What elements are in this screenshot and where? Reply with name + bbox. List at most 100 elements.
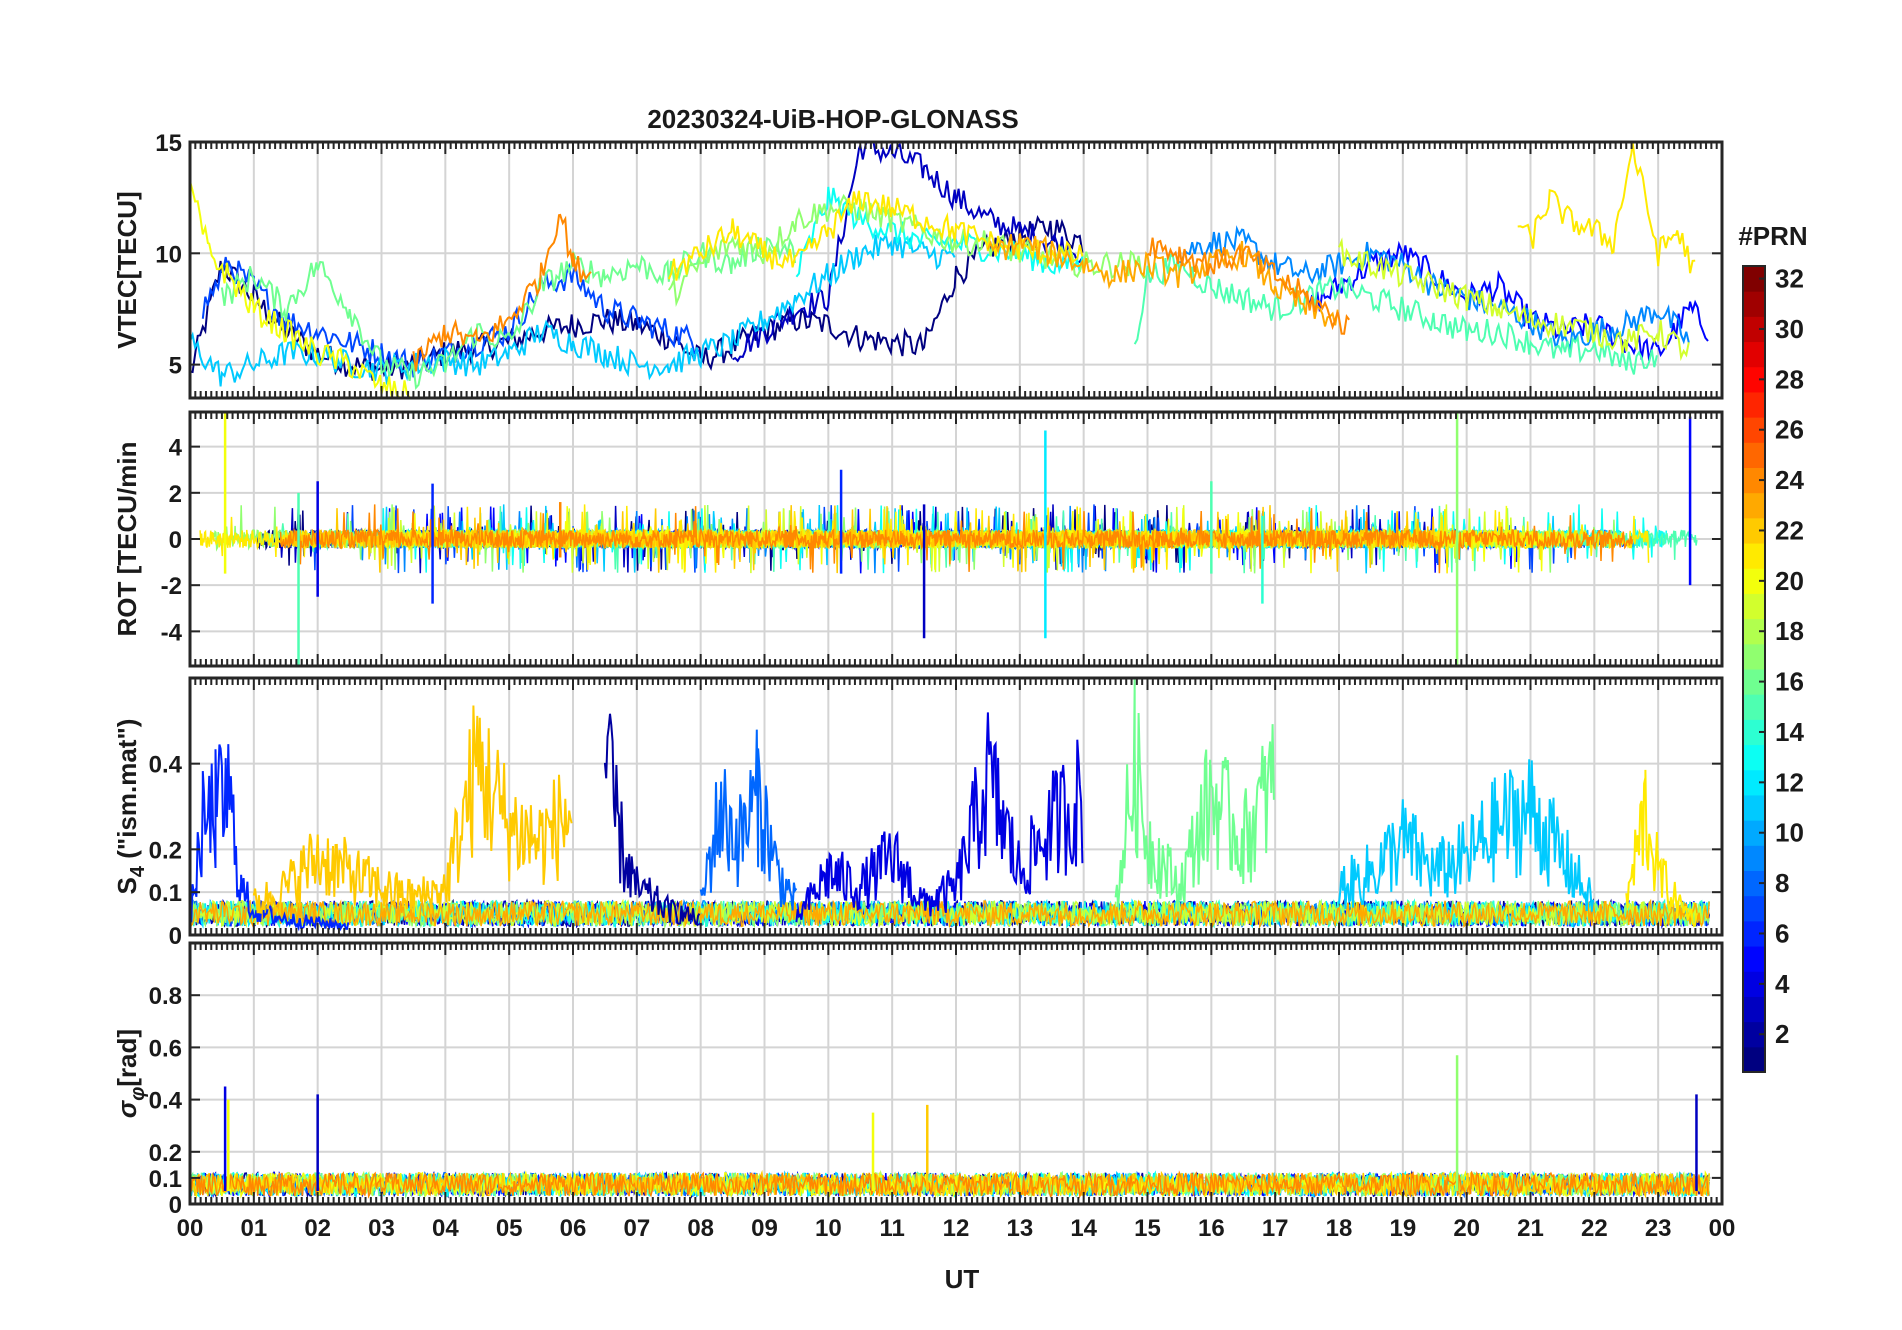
y-tick-label: 4 (169, 435, 183, 462)
colorbar-segment (1743, 643, 1765, 670)
x-tick-label: 04 (432, 1215, 459, 1242)
y-axis-label: S4 ("ism.mat") (112, 719, 149, 895)
series-prn-2 (603, 713, 701, 927)
y-axis-label: VTEC[TECU] (112, 191, 142, 348)
plot-area (190, 679, 1710, 932)
series-prn-11 (190, 231, 956, 387)
colorbar-tick-label: 26 (1775, 415, 1804, 445)
y-axis-label: ROT [TECU/min (112, 442, 142, 637)
colorbar-segment (1743, 391, 1765, 418)
y-tick-label: 0.1 (149, 1166, 182, 1193)
colorbar-segment (1743, 895, 1765, 922)
panel-vtec: 5 10 15 VTEC[TECU] (112, 130, 1724, 400)
series-prn-6 (190, 744, 350, 932)
x-tick-label: 00 (177, 1215, 204, 1242)
x-axis-label: UT (945, 1264, 980, 1294)
colorbar-tick-label: 28 (1775, 364, 1804, 394)
series-prn-8 (699, 729, 798, 911)
panel-s4: 0 0.1 0.2 0.4S4 ("ism.mat") (112, 676, 1724, 950)
y-tick-label: 0.2 (149, 1140, 182, 1167)
colorbar-tick-label: 4 (1775, 969, 1790, 999)
series-prn-23 (190, 897, 1710, 929)
colorbar-tick-label: 16 (1775, 667, 1804, 697)
colorbar-segment (1743, 744, 1765, 771)
y-tick-label: -2 (161, 573, 182, 600)
plot-area (190, 142, 1709, 398)
series-prn-24 (1147, 237, 1350, 335)
panel-sigma_phi: 00.10.2 0.4 0.6 0.8σφ[rad] 00 01 02 03 04 05 06 07 0… (112, 941, 1736, 1242)
series-prn-21 (1517, 142, 1696, 274)
y-tick-label: 0 (169, 527, 182, 554)
colorbar-label: #PRN (1738, 221, 1807, 251)
colorbar-tick-label: 2 (1775, 1019, 1789, 1049)
colorbar-tick-label: 32 (1775, 264, 1804, 294)
panel-rot: -4 -2 0 2 4 ROT [TECU/min (112, 410, 1724, 668)
colorbar-segment (1743, 316, 1765, 343)
series-prn-16 (1114, 679, 1275, 912)
x-tick-label: 13 (1006, 1215, 1033, 1242)
series-prn-7 (201, 256, 700, 378)
series-prn-23 (986, 233, 1339, 327)
x-tick-label: 19 (1389, 1215, 1416, 1242)
series-prn-4 (795, 712, 1084, 923)
y-tick-label: 0.4 (149, 752, 183, 779)
colorbar-segment (1743, 291, 1765, 317)
y-tick-label: 15 (155, 130, 182, 157)
colorbar-tick-label: 24 (1775, 465, 1804, 495)
x-ticks (189, 678, 1723, 936)
x-tick-label: 00 (1709, 1215, 1736, 1242)
colorbar-segment (1743, 341, 1765, 368)
colorbar-tick-label: 10 (1775, 818, 1804, 848)
colorbar-segment (1743, 442, 1765, 468)
series-prn-24 (279, 504, 1634, 574)
x-tick-label: 11 (879, 1215, 904, 1242)
colorbar-tick-label: 12 (1775, 767, 1804, 797)
series-prn-11 (1338, 759, 1595, 912)
x-tick-label: 22 (1581, 1215, 1608, 1242)
colorbar-segment (1743, 618, 1765, 645)
series-prn-21 (1625, 769, 1698, 928)
colorbar-segment (1743, 669, 1765, 695)
x-ticks (189, 412, 1723, 666)
x-tick-label: 14 (1070, 1215, 1097, 1242)
y-tick-label: 0 (169, 1192, 182, 1219)
colorbar-segment (1743, 920, 1765, 947)
x-tick-label: 16 (1198, 1215, 1225, 1242)
y-tick-label: 0 (169, 923, 182, 950)
series-prn-22 (252, 705, 573, 914)
colorbar-segment (1743, 794, 1765, 821)
colorbar-segment (1743, 417, 1765, 443)
colorbar-tick-label: 20 (1775, 566, 1804, 596)
x-ticks (189, 943, 1723, 1205)
y-tick-label: 0.6 (149, 1035, 182, 1062)
y-tick-label: -4 (161, 619, 183, 646)
x-tick-label: 05 (496, 1215, 523, 1242)
y-tick-label: 2 (169, 481, 182, 508)
colorbar-segment (1743, 946, 1765, 972)
series-prn-15 (1133, 252, 1658, 375)
colorbar-segment (1743, 971, 1765, 997)
colorbar-segment (1743, 492, 1765, 519)
colorbar-tick-label: 6 (1775, 918, 1789, 948)
plot-area (190, 1055, 1710, 1200)
y-tick-label: 10 (155, 241, 182, 268)
series-prn-13 (795, 186, 1084, 278)
colorbar-segment (1743, 996, 1765, 1023)
colorbar-segment (1743, 517, 1765, 544)
x-tick-label: 15 (1134, 1215, 1161, 1242)
series-prn-24 (412, 213, 592, 372)
colorbar-tick-label: 18 (1775, 616, 1804, 646)
x-tick-label: 18 (1326, 1215, 1353, 1242)
colorbar-segment (1743, 1046, 1765, 1073)
x-tick-label: 03 (368, 1215, 395, 1242)
colorbar-segment (1743, 719, 1765, 746)
y-tick-label: 0.4 (149, 1088, 183, 1115)
colorbar-segment (1743, 845, 1765, 871)
chart-title: 20230324-UiB-HOP-GLONASS (647, 104, 1018, 134)
plot-area (199, 412, 1698, 666)
x-tick-label: 01 (240, 1215, 267, 1242)
x-tick-label: 17 (1262, 1215, 1289, 1242)
